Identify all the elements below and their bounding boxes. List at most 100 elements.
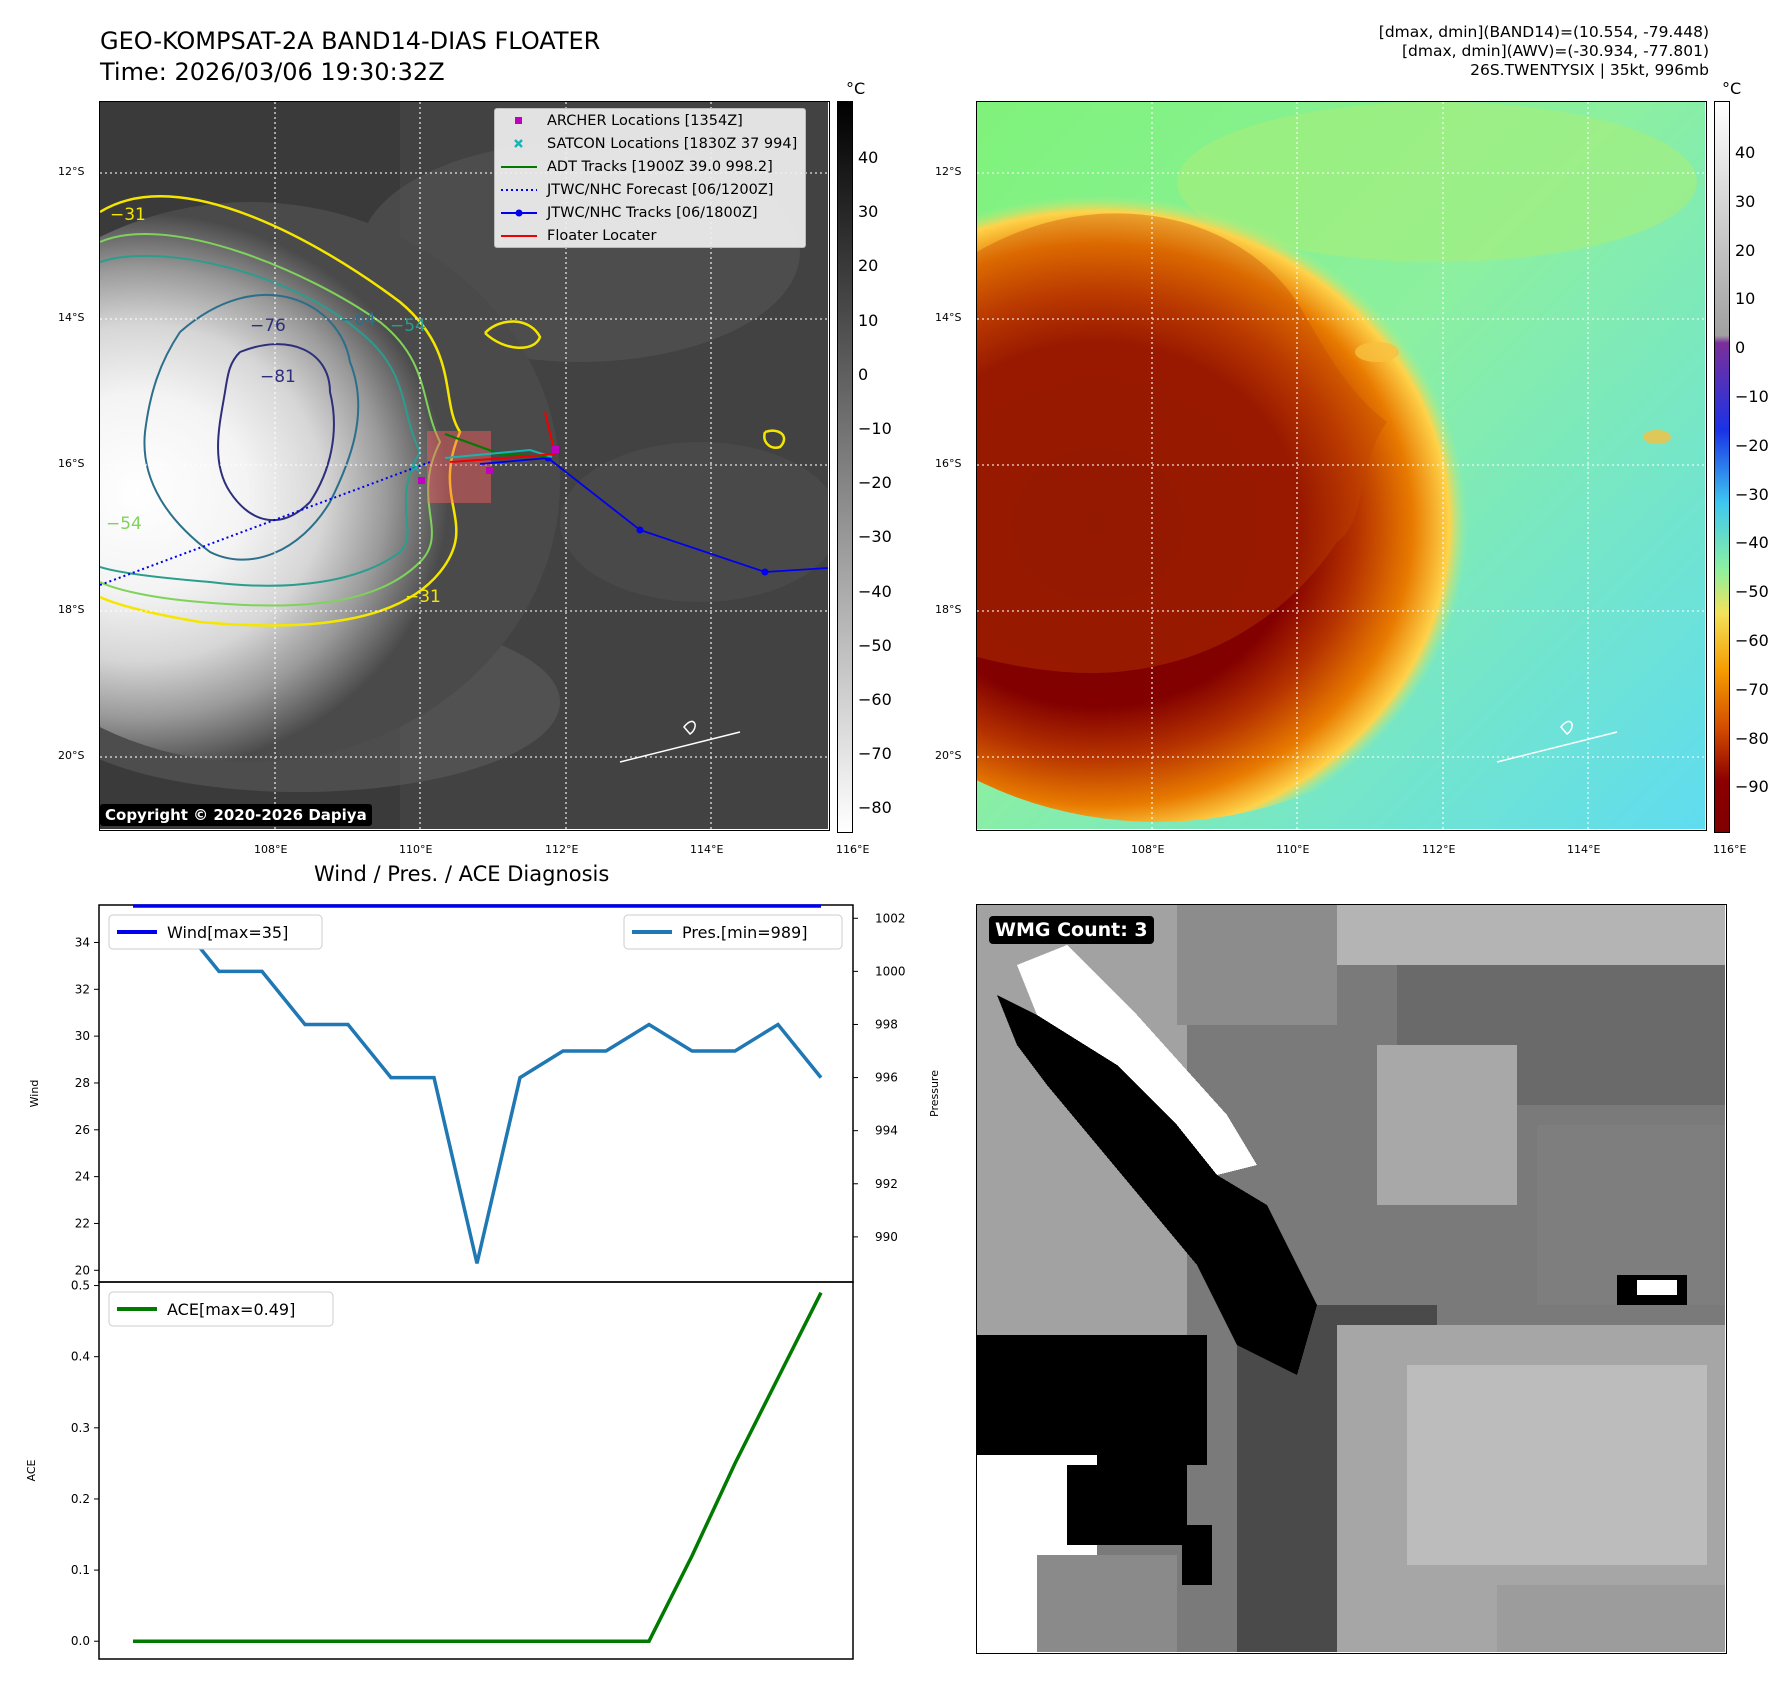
color-cbar-tick: −30 [1735,484,1769,504]
legend-label: JTWC/NHC Tracks [06/1800Z] [547,204,758,221]
gray-colorbar-unit: °C [846,79,866,98]
color-cbar-tick: −20 [1735,435,1769,455]
gray-cbar-tick: 40 [858,148,879,167]
gray-cbar-tick: 10 [858,310,879,330]
floater-line-icon [501,235,537,237]
lon-tick-label: 112°E [545,843,579,856]
figure-time: Time: 2026/03/06 19:30:32Z [100,58,445,86]
gray-cbar-tick: −80 [858,798,892,818]
gray-cbar-tick: 30 [858,202,879,222]
color-cbar-tick: −10 [1735,387,1769,406]
pressure-series-line [133,916,823,1264]
gray-cbar-tick: 0 [858,364,869,384]
lat-tick-label: 20°S [935,749,962,762]
color-cbar-tick: −90 [1735,777,1769,797]
gray-cbar-tick: −20 [858,473,892,493]
lat-tick-label: 16°S [58,457,85,470]
color-cbar-tick: −40 [1735,533,1769,553]
lon-tick-label: 110°E [399,843,433,856]
legend-item-floater: Floater Locater [495,224,805,247]
lower-axes-frame [98,1281,854,1660]
gray-colorbar [837,101,853,833]
map-legend: ARCHER Locations [1354Z] SATCON Location… [494,108,807,248]
wind-tick-label: 30 [75,1029,90,1043]
pressure-tick-label: 998 [875,1017,898,1031]
lon-tick-label: 114°E [1567,843,1601,856]
copyright-badge: Copyright © 2020-2026 Dapiya [100,804,372,826]
ace-tick-label: 0.0 [71,1634,90,1648]
legend-item-forecast: JTWC/NHC Forecast [06/1200Z] [495,178,805,201]
wmg-panel: WMG Count: 3 [976,904,1727,1654]
lon-tick-label: 114°E [690,843,724,856]
lon-tick-label: 112°E [1422,843,1456,856]
legend-label: ARCHER Locations [1354Z] [547,112,743,129]
legend-label: Floater Locater [547,227,657,244]
ace-legend-label: ACE[max=0.49] [167,1300,295,1319]
archer-square-icon [515,117,522,124]
ace-tick-label: 0.1 [71,1563,90,1577]
gray-cbar-tick: −10 [858,419,892,438]
wind-legend-label: Wind[max=35] [167,923,288,942]
ace-series-line [133,1291,823,1643]
wind-tick-label: 34 [75,935,90,949]
contour-label-4: −54 [390,316,426,336]
tracks-line-dot-icon [501,209,537,217]
legend-item-archer: ARCHER Locations [1354Z] [495,109,805,132]
gray-cbar-tick: 20 [858,256,879,276]
pressure-tick-label: 996 [875,1071,898,1085]
pressure-tick-label: 994 [875,1124,898,1138]
color-cbar-tick: −60 [1735,631,1769,650]
contour-label-6: −31 [110,205,146,225]
pressure-axis-label: Pressure [928,1070,941,1117]
color-cbar-tick: −80 [1735,728,1769,748]
gray-cbar-tick: −60 [858,690,892,709]
diagnosis-title: Wind / Pres. / ACE Diagnosis [314,862,610,886]
pressure-tick-label: 1000 [875,964,906,978]
pressure-tick-label: 1002 [875,911,906,925]
svg-text:×: × [410,461,421,476]
lon-tick-label: 108°E [1131,843,1165,856]
adt-line-icon [501,166,537,168]
lat-tick-label: 18°S [935,603,962,616]
contour-label-7: −31 [405,587,441,607]
wind-tick-label: 20 [75,1263,90,1277]
stats-block: [dmax, dmin](BAND14)=(10.554, -79.448) [… [1379,23,1709,80]
pressure-tick-label: 992 [875,1177,898,1191]
stats-storm: 26S.TWENTYSIX | 35kt, 996mb [1470,61,1709,79]
ace-tick-label: 0.4 [71,1350,90,1364]
legend-item-adt: ADT Tracks [1900Z 39.0 998.2] [495,155,805,178]
color-cbar-tick: −70 [1735,679,1769,699]
legend-label: JTWC/NHC Forecast [06/1200Z] [547,181,774,198]
ace-tick-label: 0.2 [71,1492,90,1506]
diagnosis-chart: 20 22 24 26 28 30 32 34 990 992 994 996 998 1000 1002 0… [25,904,941,1660]
color-cbar-tick: 0 [1735,338,1746,358]
stats-awv: [dmax, dmin](AWV)=(-30.934, -77.801) [1402,42,1709,60]
lat-tick-label: 12°S [58,165,85,178]
color-cbar-tick: 10 [1735,289,1756,309]
awv-map-panel [976,101,1707,831]
stats-band14: [dmax, dmin](BAND14)=(10.554, -79.448) [1378,23,1709,41]
gray-cbar-tick: −70 [858,744,892,764]
lon-tick-label: 110°E [1276,843,1310,856]
wmg-image [977,905,1725,1652]
color-cbar-tick: 40 [1735,143,1756,162]
ace-legend-box [108,1291,334,1327]
figure-title: GEO-KOMPSAT-2A BAND14-DIAS FLOATER [100,27,601,55]
wind-tick-label: 22 [75,1216,90,1230]
gray-cbar-tick: −50 [858,635,892,655]
color-colorbar [1714,101,1730,833]
contour-label-5: −54 [106,514,142,534]
wind-tick-label: 28 [75,1076,90,1090]
forecast-dotted-icon [501,189,537,191]
lat-tick-label: 20°S [58,749,85,762]
legend-item-tracks: JTWC/NHC Tracks [06/1800Z] [495,201,805,224]
ace-tick-label: 0.5 [71,1279,90,1293]
wind-tick-label: 26 [75,1123,90,1137]
ace-tick-label: 0.3 [71,1421,90,1435]
pressure-legend-box [623,914,843,950]
gray-cbar-tick: −30 [858,527,892,547]
contour-label-2: −81 [260,367,296,387]
contour-label-3: −64 [340,310,376,330]
lat-tick-label: 14°S [935,311,962,324]
lat-tick-label: 12°S [935,165,962,178]
